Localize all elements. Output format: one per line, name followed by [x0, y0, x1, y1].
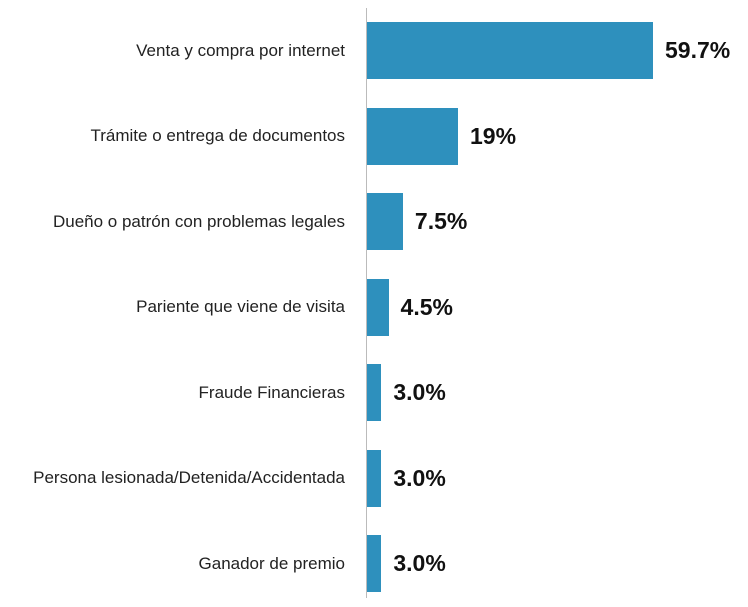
category-label: Trámite o entrega de documentos — [90, 126, 345, 146]
bar — [367, 107, 459, 165]
bar — [367, 193, 403, 251]
axis-line — [366, 8, 367, 598]
value-label: 3.0% — [393, 550, 446, 577]
category-label: Ganador de premio — [198, 553, 345, 573]
bar — [367, 449, 382, 507]
category-label: Fraude Financieras — [198, 382, 345, 402]
category-label: Venta y compra por internet — [136, 40, 345, 60]
value-label: 3.0% — [393, 464, 446, 491]
category-label: Pariente que viene de visita — [136, 297, 345, 317]
bar — [367, 364, 382, 422]
value-label: 19% — [470, 122, 517, 149]
value-label: 4.5% — [400, 293, 453, 320]
value-label: 7.5% — [414, 208, 468, 235]
bar — [367, 22, 653, 80]
value-label: 59.7% — [665, 37, 731, 64]
bar — [367, 535, 382, 593]
bar — [367, 278, 389, 336]
category-label: Dueño o patrón con problemas legales — [52, 211, 345, 231]
category-label: Persona lesionada/Detenida/Accidentada — [33, 468, 345, 488]
value-label: 3.0% — [393, 379, 446, 406]
